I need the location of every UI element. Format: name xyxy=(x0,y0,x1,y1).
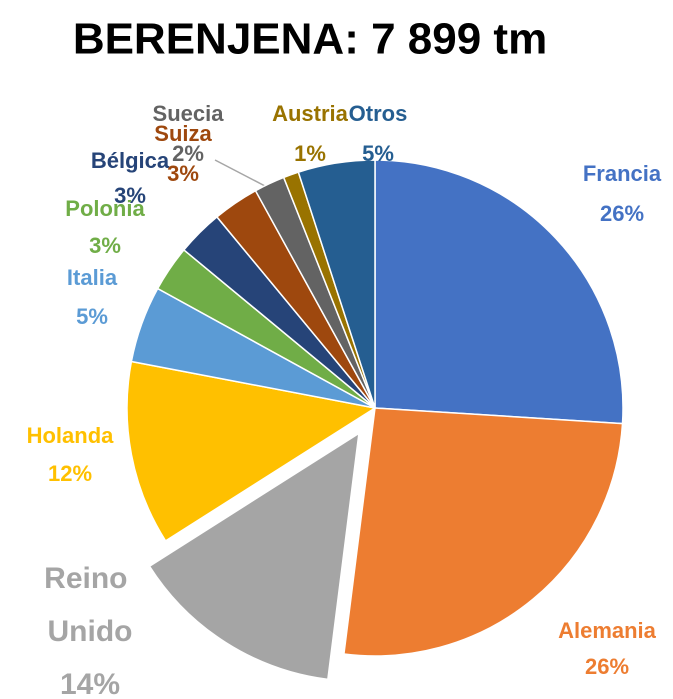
slice-label: Alemania xyxy=(558,618,657,643)
slice-label: Polonia xyxy=(65,196,145,221)
slice-value-label: 26% xyxy=(600,201,644,226)
pie-slice xyxy=(297,159,376,409)
slice-value-label: 3% xyxy=(89,233,121,258)
pie-slice xyxy=(343,407,624,657)
slice-label: Bélgica xyxy=(91,148,170,173)
slice-value-label: 26% xyxy=(585,654,629,679)
slice-value-label: 2% xyxy=(172,141,204,166)
slice-value-label: 12% xyxy=(48,461,92,486)
slice-value-label: 14% xyxy=(60,668,120,699)
slice-label: Suiza xyxy=(154,121,212,146)
slice-value-label: 3% xyxy=(167,161,199,186)
slice-label: Italia xyxy=(67,265,118,290)
slice-label: Francia xyxy=(583,161,662,186)
slice-label: Suecia xyxy=(153,101,225,126)
slice-label: Holanda xyxy=(27,423,115,448)
pie-slice xyxy=(126,360,378,542)
chart-title: BERENJENA: 7 899 tm xyxy=(73,15,547,64)
slice-label: Austria xyxy=(272,101,349,126)
slice-label: Otros xyxy=(349,101,408,126)
slice-value-label: 5% xyxy=(76,304,108,329)
pie-slice xyxy=(148,431,360,681)
slice-value-label: 1% xyxy=(294,141,326,166)
pie-slice xyxy=(374,159,624,425)
slice-label: Reino Unido xyxy=(44,562,136,648)
slice-value-label: 5% xyxy=(362,141,394,166)
slice-value-label: 3% xyxy=(114,183,146,208)
leader-line xyxy=(214,159,266,187)
